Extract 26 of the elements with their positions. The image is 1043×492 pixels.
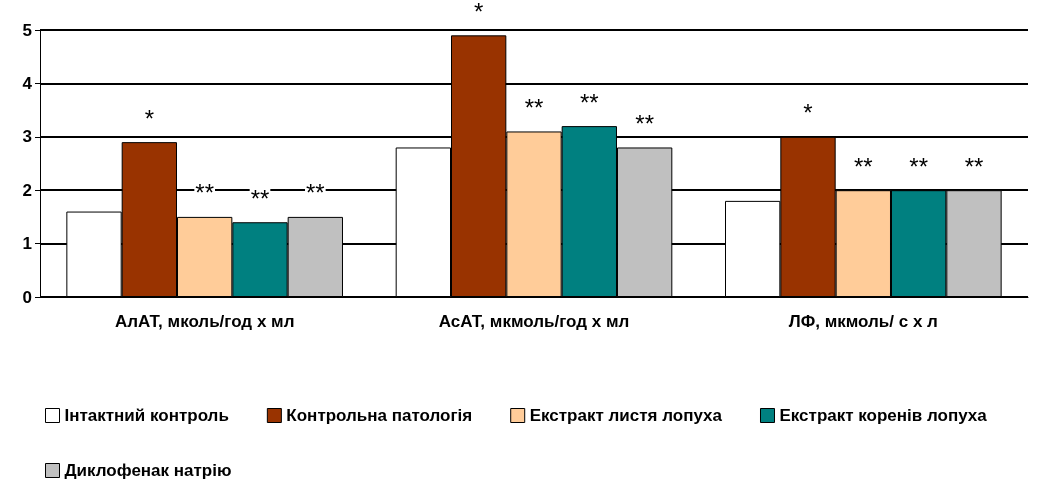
legend-label: Інтактний контроль <box>64 406 229 425</box>
y-tick-label: 4 <box>22 73 33 93</box>
data-label: ** <box>853 152 873 180</box>
legend-label: Екстракт листя лопуха <box>529 406 723 425</box>
y-tick-label: 2 <box>22 180 32 200</box>
y-tick-label: 5 <box>22 20 32 40</box>
legend-label: Диклофенак натрію <box>64 461 232 480</box>
y-tick-label: 3 <box>22 127 32 147</box>
data-label: * <box>144 104 155 132</box>
y-tick-label: 1 <box>22 234 32 254</box>
data-label: * <box>803 99 813 127</box>
data-label: ** <box>305 179 325 207</box>
data-label: ** <box>635 109 654 137</box>
x-tick-label: АлАТ, мколь/год х мл <box>114 312 295 331</box>
y-tick-label: 0 <box>22 287 32 307</box>
data-label: ** <box>524 93 544 121</box>
data-label: ** <box>579 88 599 116</box>
data-label: * <box>474 0 484 25</box>
legend-label: Екстракт коренів лопуха <box>779 406 988 425</box>
data-label: ** <box>195 179 215 207</box>
data-label: ** <box>909 152 929 180</box>
data-label: ** <box>964 152 984 180</box>
legend-label: Контрольна патологія <box>286 406 473 425</box>
data-label: ** <box>250 184 270 212</box>
x-tick-label: АсАТ, мкмоль/год х мл <box>438 312 630 331</box>
x-tick-label: ЛФ, мкмоль/ с х л <box>788 312 938 331</box>
